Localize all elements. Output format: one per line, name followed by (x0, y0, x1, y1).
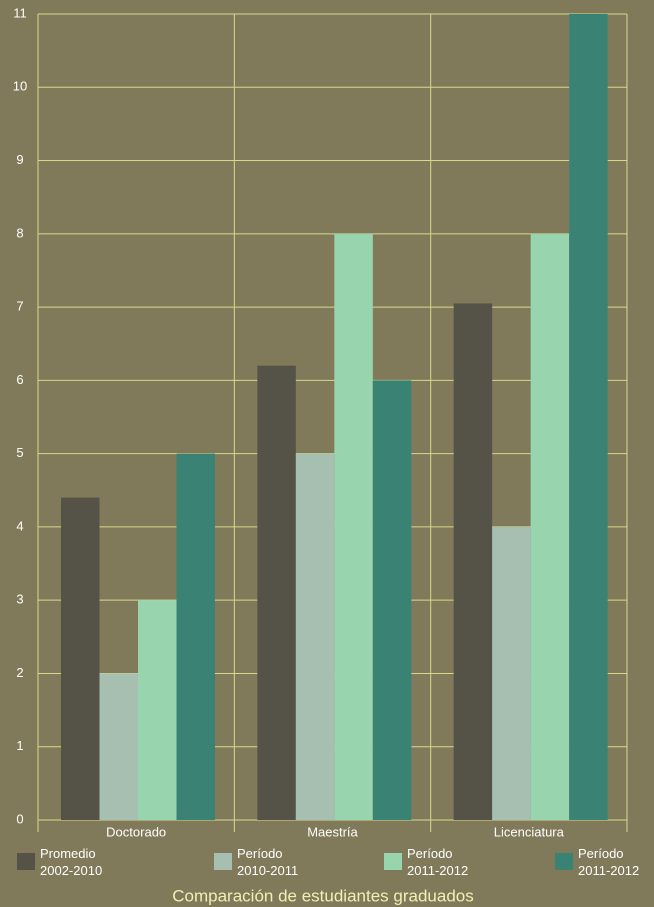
bar (295, 453, 335, 820)
legend-label: Período 2010-2011 (237, 846, 298, 878)
y-tick-label: 0 (16, 811, 23, 826)
x-tick-label: Doctorado (106, 824, 166, 839)
y-tick-label: 10 (13, 79, 27, 94)
legend-swatch (384, 853, 402, 870)
bar (176, 453, 215, 820)
y-tick-label: 11 (13, 5, 27, 20)
bar (99, 673, 138, 820)
y-tick-label: 6 (16, 372, 23, 387)
y-tick-label: 9 (16, 152, 23, 167)
y-tick-label: 7 (16, 299, 23, 314)
legend-label: Promedio 2002-2010 (40, 846, 102, 878)
chart-title: Comparación de estudiantes graduados (172, 886, 473, 905)
y-tick-label: 4 (16, 518, 23, 533)
bar (492, 526, 531, 820)
legend-label: Período 2011-2012 (578, 846, 639, 878)
y-tick-label: 8 (16, 225, 23, 240)
bar (453, 303, 493, 821)
bar (61, 497, 100, 820)
legend-swatch (555, 853, 573, 870)
legend-swatch (17, 853, 35, 870)
bar (569, 14, 608, 820)
y-tick-label: 3 (16, 592, 23, 607)
x-tick-label: Licenciatura (494, 824, 565, 839)
bar (257, 365, 296, 820)
bar (138, 600, 177, 820)
y-tick-label: 5 (16, 445, 23, 460)
y-tick-label: 1 (16, 738, 23, 753)
legend-label: Período 2011-2012 (407, 846, 468, 878)
bar (530, 233, 570, 820)
legend-swatch (214, 853, 232, 870)
bar (372, 380, 412, 820)
y-tick-label: 2 (16, 665, 23, 680)
bar (334, 233, 373, 820)
x-tick-label: Maestría (307, 824, 358, 839)
